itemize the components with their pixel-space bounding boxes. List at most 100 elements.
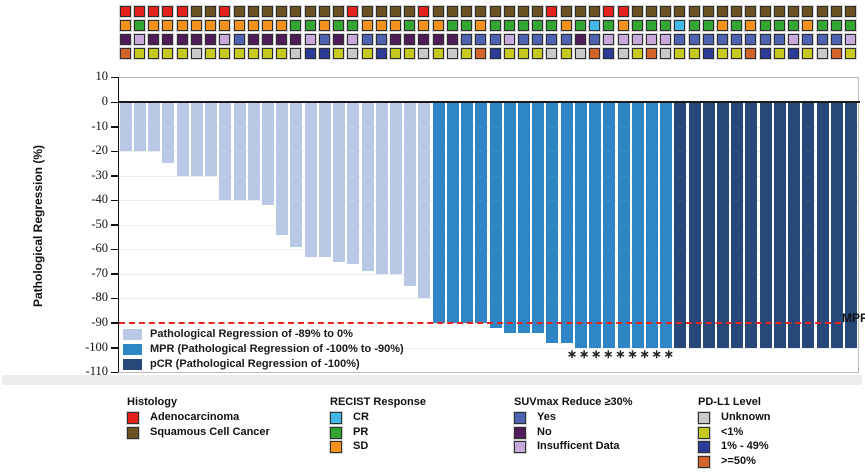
y-tick [111, 76, 118, 79]
track-square [745, 6, 757, 17]
track-square [205, 20, 217, 31]
track-square [574, 34, 586, 45]
track-square [247, 34, 259, 45]
track-square [788, 6, 800, 17]
legend-item-label: SD [353, 440, 369, 452]
legend-item-label: Unknown [721, 411, 771, 423]
significance-asterisk: ∗ [591, 347, 602, 361]
y-tick-label: -10 [91, 118, 108, 133]
track-square [262, 48, 273, 59]
track-square [262, 20, 273, 31]
significance-asterisk: ∗ [627, 347, 638, 361]
track-square [190, 6, 202, 17]
track-square [446, 20, 458, 31]
track-square [773, 20, 785, 31]
legend-item-label: PR [353, 425, 369, 438]
legend-item-label: CR [353, 411, 369, 423]
legend-swatch [127, 426, 139, 439]
track-square [759, 34, 771, 45]
waterfall-bar [318, 102, 331, 257]
y-tick-label: 0 [101, 94, 108, 108]
y-tick [111, 199, 118, 202]
waterfall-bar [645, 102, 658, 348]
track-square [219, 34, 231, 45]
waterfall-bar [802, 102, 815, 348]
track-square [517, 34, 529, 45]
track-square [845, 34, 857, 45]
track-square [717, 20, 729, 31]
track-square [290, 34, 302, 45]
y-axis-title: Pathological Regression (%) [31, 144, 45, 308]
track-square [418, 20, 430, 31]
y-tick [111, 273, 118, 275]
track-square [702, 48, 714, 59]
waterfall-bar [190, 102, 203, 176]
track-square [603, 6, 615, 17]
waterfall-bar [660, 102, 673, 348]
track-square [304, 20, 316, 31]
plot-legend-label-PR89: Pathological Regression of -89% to 0% [150, 328, 353, 340]
track-square [745, 34, 757, 45]
waterfall-bar [375, 102, 388, 274]
track-square [418, 48, 430, 59]
track-square [631, 48, 643, 59]
waterfall-bar [816, 102, 829, 348]
track-square [148, 34, 160, 45]
legend-swatch [698, 455, 710, 468]
track-square [233, 48, 245, 59]
track-square [802, 34, 814, 45]
track-square [617, 6, 629, 17]
track-square [802, 20, 814, 31]
waterfall-bar [233, 102, 246, 201]
track-square [645, 6, 657, 17]
track-square [276, 6, 288, 17]
track-square [759, 6, 771, 17]
track-square [475, 34, 487, 45]
mpr-line-label: MPR [842, 310, 865, 325]
track-square [361, 20, 373, 31]
track-square [290, 20, 302, 31]
track-square [432, 6, 444, 17]
track-square [119, 34, 131, 45]
track-square [290, 6, 302, 17]
track-square [503, 48, 515, 59]
track-square [517, 6, 529, 17]
track-square [333, 48, 345, 59]
waterfall-bar [162, 102, 175, 164]
track-square [134, 48, 146, 59]
track-square [617, 20, 629, 31]
track-square [546, 48, 558, 59]
legend-item-label: Yes [537, 411, 556, 423]
track-square [134, 34, 146, 45]
waterfall-bar [674, 102, 687, 348]
track-square [788, 20, 800, 31]
track-square [702, 20, 714, 31]
track-square [489, 20, 501, 31]
track-square [532, 48, 544, 59]
track-square [830, 20, 842, 31]
waterfall-bar [717, 102, 730, 348]
track-square [233, 20, 245, 31]
track-square [446, 34, 458, 45]
legend-item-label: Squamous Cell Cancer [150, 425, 270, 438]
track-square [589, 20, 601, 31]
legend-item-label: No [537, 425, 552, 438]
track-square [674, 48, 686, 59]
gridline [118, 249, 858, 251]
track-square [404, 20, 416, 31]
y-tick-label: -20 [91, 143, 108, 158]
track-square [574, 6, 586, 17]
waterfall-bar [845, 102, 858, 348]
track-square [347, 48, 359, 59]
track-square [262, 34, 273, 45]
track-square [389, 20, 401, 31]
track-square [375, 6, 387, 17]
track-square [560, 6, 572, 17]
waterfall-bar [134, 102, 147, 152]
track-square [119, 48, 131, 59]
track-square [674, 34, 686, 45]
legend-title-1: RECIST Response [330, 396, 426, 408]
track-square [830, 6, 842, 17]
legend-title-0: Histology [127, 396, 178, 408]
track-square [688, 48, 700, 59]
